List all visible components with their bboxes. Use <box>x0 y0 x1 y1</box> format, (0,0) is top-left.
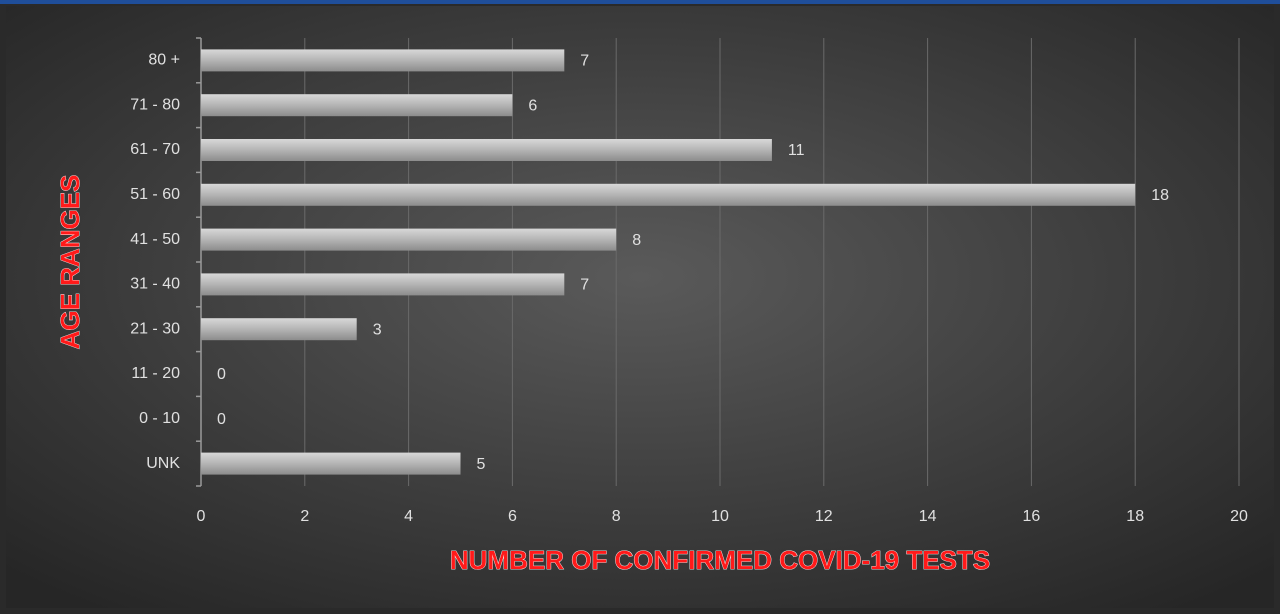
x-tick-label: 14 <box>919 508 937 525</box>
bar <box>201 273 565 296</box>
bar <box>201 228 617 251</box>
y-tick-label: 41 - 50 <box>130 231 180 248</box>
y-tick-label: 71 - 80 <box>130 96 180 113</box>
data-label: 5 <box>477 456 486 473</box>
data-label: 7 <box>580 277 589 294</box>
y-tick-label: 21 - 30 <box>130 320 180 337</box>
x-tick-label: 0 <box>197 508 206 525</box>
y-tick-label: 0 - 10 <box>139 410 180 427</box>
data-label: 7 <box>580 53 589 70</box>
y-tick-label: UNK <box>146 455 180 472</box>
x-tick-label: 2 <box>300 508 309 525</box>
y-tick-label: 51 - 60 <box>130 186 180 203</box>
x-axis-title: NUMBER OF CONFIRMED COVID-19 TESTS <box>450 545 990 575</box>
data-label: 11 <box>788 142 805 159</box>
bar <box>201 183 1136 206</box>
x-tick-label: 18 <box>1126 508 1144 525</box>
bar <box>201 94 513 117</box>
x-tick-label: 4 <box>404 508 413 525</box>
data-label: 0 <box>217 366 226 383</box>
x-tick-label: 12 <box>815 508 833 525</box>
bar <box>201 318 357 341</box>
y-tick-label: 11 - 20 <box>131 365 180 382</box>
x-tick-label: 10 <box>711 508 729 525</box>
x-tick-label: 16 <box>1023 508 1041 525</box>
y-tick-label: 61 - 70 <box>130 141 180 158</box>
data-label: 8 <box>632 232 641 249</box>
y-tick-label: 80 + <box>148 52 180 69</box>
x-tick-label: 8 <box>612 508 621 525</box>
data-label: 0 <box>217 411 226 428</box>
data-label: 6 <box>528 97 537 114</box>
y-axis-title: AGE RANGES <box>55 175 85 350</box>
data-label: 3 <box>373 321 382 338</box>
x-tick-label: 20 <box>1230 508 1248 525</box>
y-tick-label: 31 - 40 <box>130 276 180 293</box>
top-border <box>0 0 1280 4</box>
bar <box>201 452 461 475</box>
data-label: 18 <box>1151 187 1169 204</box>
bar <box>201 49 565 72</box>
bar <box>201 139 772 161</box>
x-tick-label: 6 <box>508 508 517 525</box>
